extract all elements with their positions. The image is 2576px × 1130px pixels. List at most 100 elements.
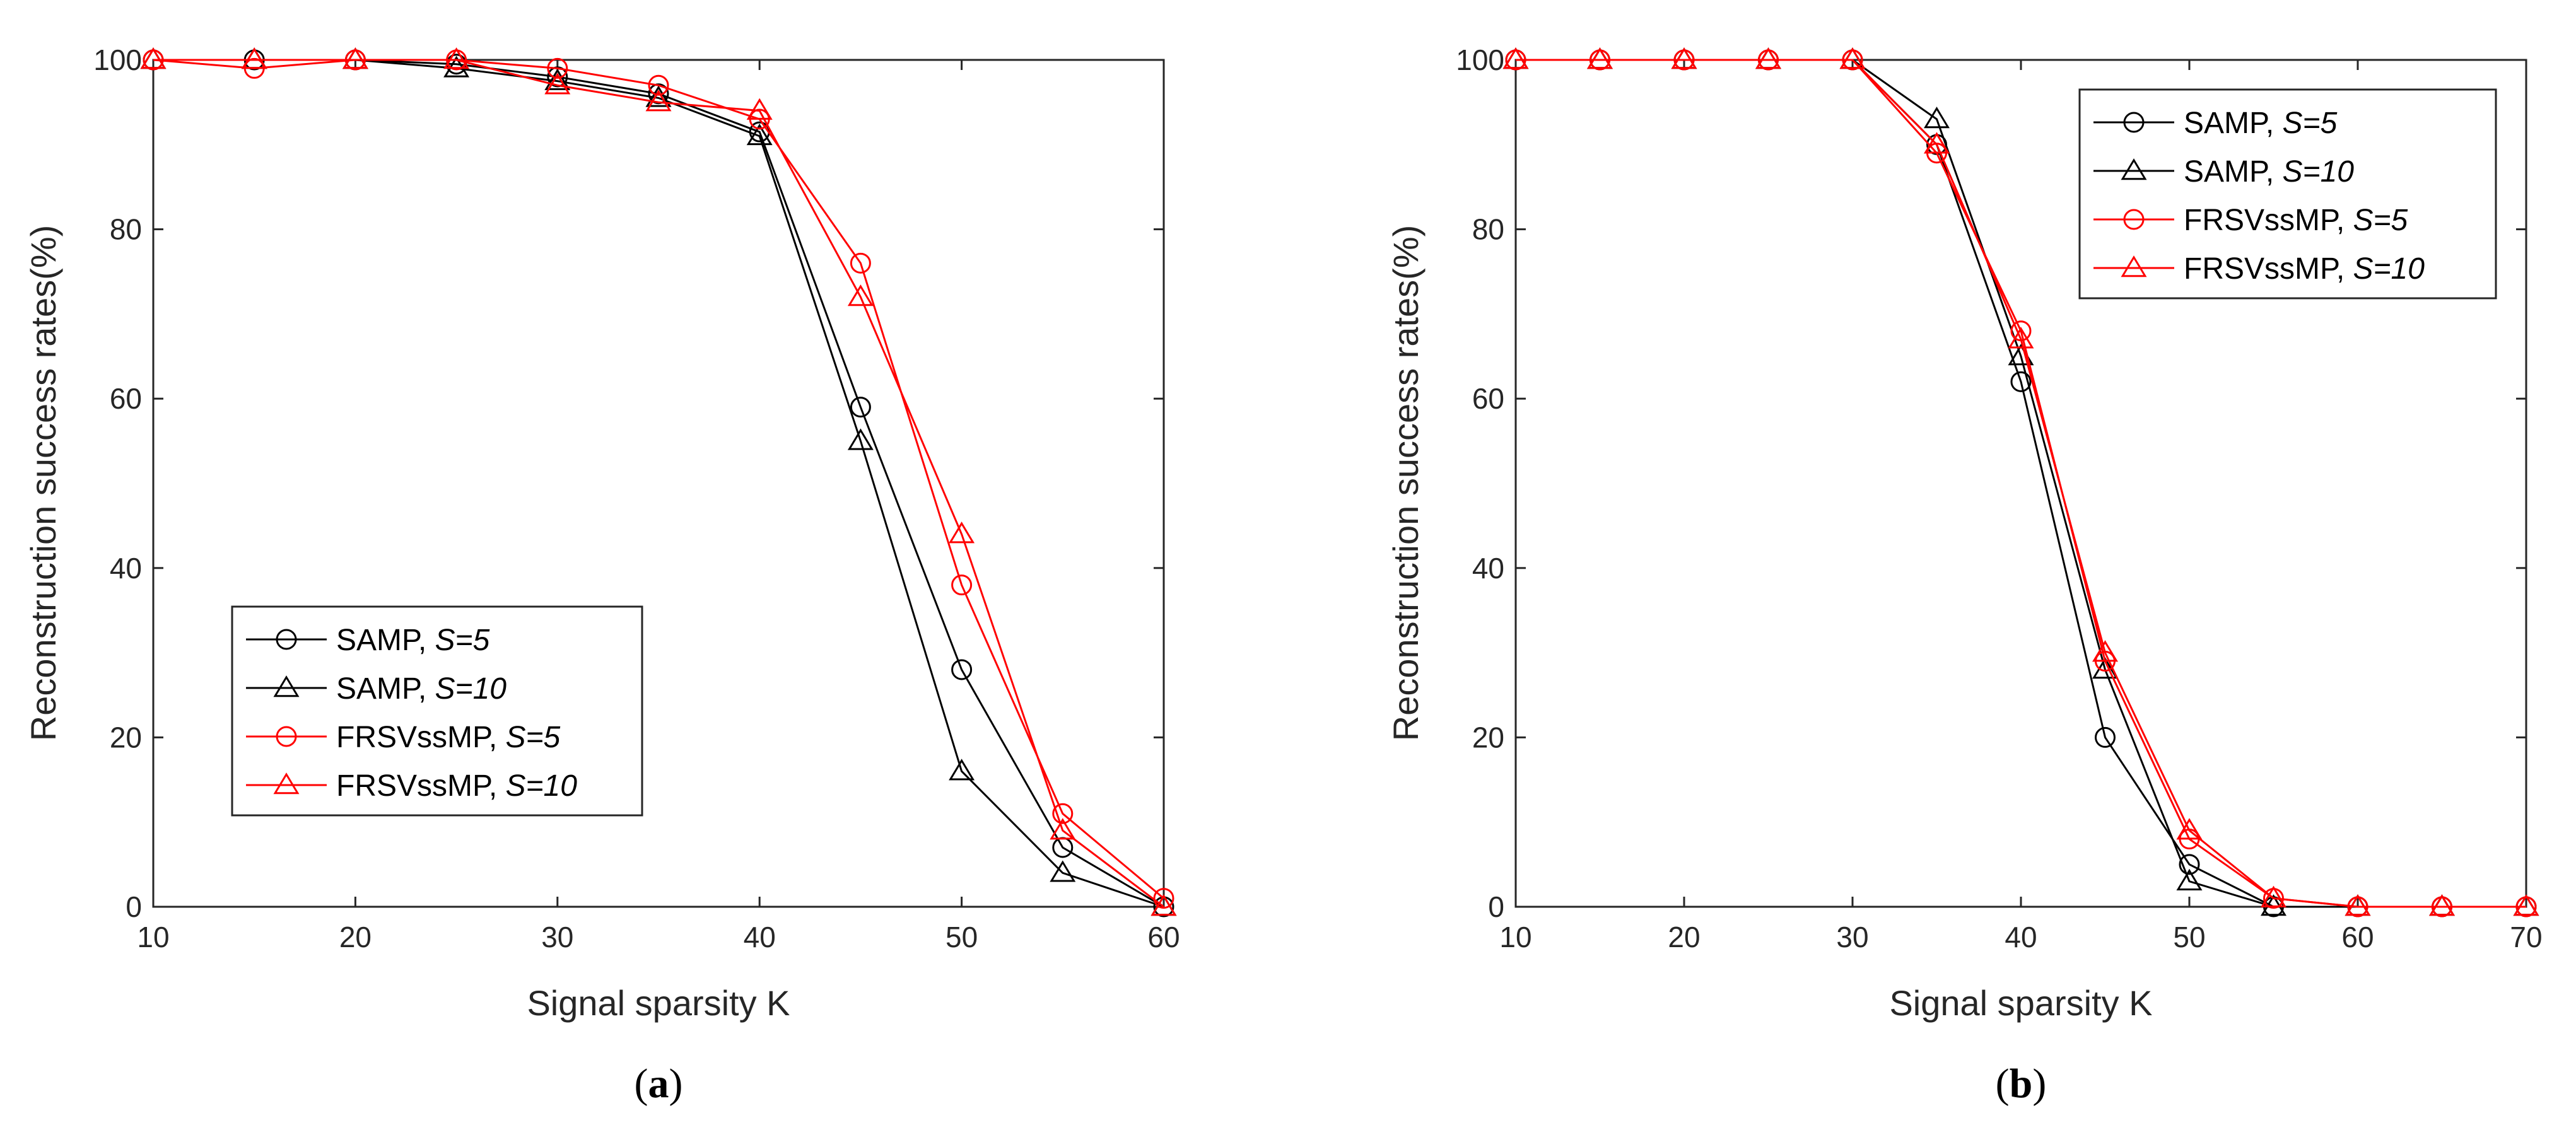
legend-entry-2: SAMP, S=10 [2093, 155, 2354, 189]
legend-entry-1: SAMP, S=5 [2093, 107, 2338, 140]
x-tick-label: 10 [1499, 921, 1531, 953]
data-point-circle [2095, 726, 2116, 748]
x-tick-label: 10 [137, 921, 169, 953]
legend-marker-circle [276, 629, 297, 650]
data-point-triangle [1755, 47, 1781, 69]
data-point-triangle [1924, 107, 1950, 129]
legend-b: SAMP, S=5 SAMP, S=10 FRSVssMP, S=5 FRSVssMP… [2078, 88, 2497, 300]
legend-marker-circle [2123, 112, 2145, 133]
x-tick-label: 30 [541, 921, 573, 953]
y-ticks-a: 0 20 40 60 80 100 [93, 44, 1164, 923]
legend-marker-circle [276, 726, 297, 747]
legend-label: FRSVssMP, S=5 [336, 721, 561, 754]
data-point-triangle [1839, 47, 1866, 69]
data-point-triangle [847, 428, 874, 450]
y-tick-label: 0 [1488, 890, 1504, 923]
data-point-triangle [544, 68, 571, 90]
data-point-triangle [2176, 818, 2203, 840]
legend-marker-triangle [2121, 158, 2147, 180]
data-point-triangle [2092, 640, 2118, 662]
data-point-triangle [1050, 860, 1076, 882]
data-point-triangle [1502, 47, 1529, 69]
data-point-triangle [949, 759, 975, 781]
data-point-circle [1153, 888, 1174, 909]
data-point-triangle [1150, 894, 1177, 916]
legend-entry-1: SAMP, S=5 [246, 624, 490, 657]
x-tick-label: 60 [2341, 921, 2374, 953]
x-tick-label: 20 [339, 921, 372, 953]
data-point-circle [850, 397, 871, 418]
legend-entry-2: SAMP, S=10 [246, 672, 506, 706]
series-line [153, 59, 1164, 899]
y-tick-label: 40 [110, 552, 142, 585]
x-ticks-b: 10 20 30 40 50 60 70 [1499, 60, 2543, 953]
legend-label: SAMP, S=10 [336, 672, 506, 706]
x-tick-label: 70 [2510, 921, 2542, 953]
x-axis-label-b: Signal sparsity K [1889, 983, 2152, 1023]
x-tick-label: 50 [946, 921, 978, 953]
legend-marker-triangle [273, 675, 300, 697]
data-point-triangle [1587, 47, 1613, 69]
data-point-circle [2179, 854, 2200, 875]
data-point-triangle [2176, 868, 2203, 890]
legend-label: SAMP, S=10 [2184, 155, 2354, 189]
x-tick-label: 40 [2005, 921, 2037, 953]
data-point-triangle [1924, 132, 1950, 154]
legend-label: FRSVssMP, S=10 [2184, 252, 2425, 286]
data-point-circle [951, 659, 973, 680]
series-line [1516, 59, 2526, 908]
data-point-triangle [241, 47, 267, 69]
series-4 [140, 47, 1177, 916]
series-layer-b [1502, 47, 2539, 917]
legend-entry-4: FRSVssMP, S=10 [246, 769, 577, 803]
data-point-circle [547, 57, 568, 79]
data-point-triangle [746, 123, 773, 146]
data-point-triangle [342, 47, 368, 69]
series-layer-a [140, 47, 1177, 917]
legend-marker-circle [2123, 209, 2145, 230]
data-point-circle [2010, 371, 2032, 392]
y-axis-label-b: Reconstruction success rates(%) [1386, 225, 1426, 742]
data-point-triangle [2429, 894, 2455, 916]
data-point-triangle [2008, 327, 2034, 349]
data-point-triangle [443, 47, 470, 69]
legend-box-b [2078, 88, 2497, 300]
data-point-circle [1052, 803, 1074, 824]
data-point-circle [547, 66, 568, 88]
y-tick-label: 60 [1472, 382, 1504, 415]
data-point-triangle [2345, 894, 2371, 916]
chart-panel-b: 0 20 40 60 80 100 10 20 30 40 50 60 70 Signal spars… [1386, 44, 2543, 1107]
data-point-triangle [2513, 894, 2539, 916]
legend-label: FRSVssMP, S=10 [336, 769, 577, 803]
x-ticks-a: 10 20 30 40 50 60 [137, 60, 1180, 953]
y-ticks-b: 0 20 40 60 80 100 [1456, 44, 2526, 923]
data-point-triangle [544, 73, 571, 95]
y-tick-label: 100 [1456, 44, 1504, 76]
caption-b: (b) [1996, 1061, 2047, 1107]
data-point-circle [850, 252, 871, 274]
x-tick-label: 40 [744, 921, 776, 953]
data-point-triangle [645, 90, 672, 112]
y-axis-label-a: Reconstruction success rates(%) [23, 225, 63, 742]
legend-marker-triangle [2121, 255, 2147, 277]
legend-label: SAMP, S=5 [2184, 107, 2338, 140]
series-line [153, 59, 1164, 908]
x-tick-label: 50 [2173, 921, 2205, 953]
data-point-circle [648, 83, 669, 105]
legend-entry-3: FRSVssMP, S=5 [2093, 204, 2408, 237]
data-point-circle [648, 74, 669, 96]
legend-box-a [231, 605, 643, 817]
data-point-triangle [949, 521, 975, 544]
series-4 [1502, 47, 2539, 916]
data-point-triangle [1671, 47, 1697, 69]
data-point-triangle [645, 85, 672, 107]
legend-entry-4: FRSVssMP, S=10 [2093, 252, 2425, 286]
y-tick-label: 80 [110, 213, 142, 246]
y-tick-label: 100 [93, 44, 142, 76]
data-point-triangle [1050, 818, 1076, 840]
data-point-triangle [746, 98, 773, 120]
caption-a: (a) [635, 1061, 683, 1107]
data-point-triangle [2261, 885, 2286, 907]
y-tick-label: 80 [1472, 213, 1504, 246]
